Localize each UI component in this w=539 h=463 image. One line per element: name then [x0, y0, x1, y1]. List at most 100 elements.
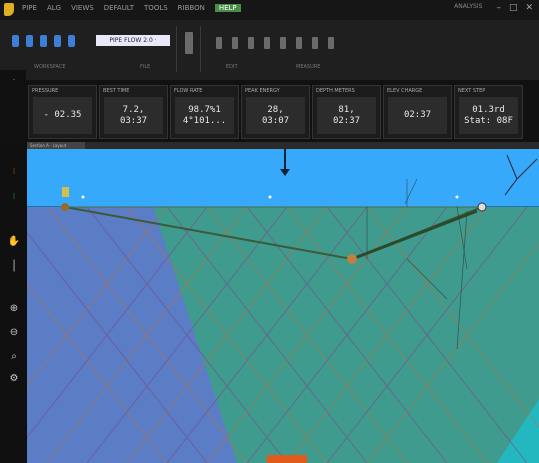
- project-name-field[interactable]: PIPE FLOW 2.0 ·: [96, 35, 170, 46]
- print-icon[interactable]: [68, 35, 75, 47]
- group-label-edit: EDIT: [226, 64, 238, 70]
- scroll-thumb[interactable]: [267, 455, 307, 463]
- menu-item-ribbon[interactable]: RIBBON: [177, 4, 205, 12]
- pipe-network[interactable]: [64, 206, 483, 261]
- design-canvas[interactable]: Section A · Layout: [27, 142, 539, 463]
- zoom-out-icon[interactable]: ⊖: [9, 326, 19, 338]
- readout-value: 28,: [267, 104, 284, 115]
- source-node[interactable]: [61, 203, 69, 211]
- grid-line: [326, 207, 528, 463]
- readout-panel: NEXT STEP 01.3rd Stat: 08F: [454, 85, 523, 139]
- title-bar: PIPE ALG VIEWS DEFAULT TOOLS RIBBON HELP…: [0, 0, 539, 20]
- export-icon[interactable]: [54, 35, 61, 47]
- ruler-icon[interactable]: [328, 37, 334, 49]
- group-label-measure: MEASURE: [296, 64, 321, 70]
- readout-value: Stat: 08F: [464, 115, 513, 126]
- readout-value-box: 98.7%1 4°101...: [175, 97, 234, 134]
- structure-lines: [366, 178, 468, 350]
- search-icon[interactable]: ⌕: [11, 350, 17, 362]
- junction-node[interactable]: [347, 254, 357, 264]
- menu-item-tools[interactable]: TOOLS: [144, 4, 168, 12]
- open-icon[interactable]: [26, 35, 33, 47]
- readout-header: FLOW RATE: [174, 88, 203, 94]
- minimize-button[interactable]: –: [496, 3, 501, 13]
- canvas-tab-strip: Section A · Layout: [27, 142, 539, 149]
- readout-value-box: 01.3rd Stat: 08F: [459, 97, 518, 134]
- ribbon: PIPE FLOW 2.0 · WORKSPACE FILE EDIT MEAS…: [0, 20, 539, 81]
- readout-panel: FLOW RATE 98.7%1 4°101...: [170, 85, 239, 139]
- close-button[interactable]: ✕: [525, 3, 533, 13]
- readout-value: 02:37: [332, 115, 361, 126]
- app-logo-icon[interactable]: [4, 3, 14, 16]
- grid-purple: [27, 207, 528, 463]
- zoom-in-icon[interactable]: ⊕: [9, 302, 19, 314]
- grid-line: [86, 207, 288, 463]
- readout-header: NEXT STEP: [458, 88, 486, 94]
- menu-item-views[interactable]: VIEWS: [71, 4, 94, 12]
- wind-turbine: [504, 154, 538, 196]
- node-dots-icon[interactable]: ⁝: [12, 166, 16, 176]
- pencil-icon[interactable]: [248, 37, 254, 49]
- readout-value: 01.3rd: [472, 104, 505, 115]
- brush-icon[interactable]: [280, 37, 286, 49]
- readout-value: 02:37: [403, 110, 432, 120]
- grid-line: [126, 207, 328, 463]
- canvas-tab[interactable]: Section A · Layout: [27, 142, 85, 149]
- left-zone: [27, 207, 237, 463]
- save-icon[interactable]: [12, 35, 19, 47]
- turbine-blade: [516, 158, 538, 180]
- readout-header: ELEV CHARGE: [387, 88, 423, 94]
- readout-value: 03:37: [119, 115, 148, 126]
- readout-value: 98.7%1: [188, 104, 221, 115]
- cursor-icon[interactable]: [216, 37, 222, 49]
- bucket-icon[interactable]: [264, 37, 270, 49]
- label-dot: [455, 195, 459, 199]
- eraser-icon[interactable]: [296, 37, 302, 49]
- label-dot: [81, 195, 85, 199]
- grid-line: [27, 207, 168, 388]
- sink-node[interactable]: [477, 202, 487, 212]
- structure-line: [456, 206, 468, 270]
- hand-icon[interactable]: ✋: [7, 235, 21, 247]
- sky-region: [27, 149, 539, 207]
- readout-value: 7.2,: [122, 104, 145, 115]
- readout-value-box: 81, 02:37: [317, 97, 376, 134]
- pipe-segment[interactable]: [351, 209, 478, 261]
- new-icon[interactable]: [40, 35, 47, 47]
- right-zone: [497, 399, 539, 463]
- line-icon[interactable]: [232, 37, 238, 49]
- ribbon-tool-dropdown[interactable]: [185, 32, 193, 54]
- readout-panel: ELEV CHARGE 02:37: [383, 85, 452, 139]
- label-dot: [268, 195, 272, 199]
- grid-line: [246, 207, 448, 463]
- settings-icon[interactable]: ⚙: [9, 372, 19, 384]
- readout-value: 81,: [338, 104, 355, 115]
- readout-panel: PEAK ENERGY 28, 03:07: [241, 85, 310, 139]
- group-label-workspace: WORKSPACE: [34, 64, 66, 70]
- canvas-svg[interactable]: [27, 149, 539, 463]
- node-dots-icon[interactable]: ⁝: [12, 191, 16, 201]
- readout-header: PRESSURE: [32, 88, 59, 94]
- ruler-icon[interactable]: │: [10, 260, 18, 272]
- menu-item-help[interactable]: HELP: [214, 4, 241, 12]
- grid-line: [27, 207, 208, 439]
- ribbon-divider: [200, 26, 201, 72]
- menu-item-default[interactable]: DEFAULT: [103, 4, 135, 12]
- mode-label: ANALYSIS: [454, 3, 483, 10]
- pipe-segment[interactable]: [64, 206, 353, 260]
- readout-header: BEST TIME: [103, 88, 130, 94]
- readout-value-box: 28, 03:07: [246, 97, 305, 134]
- readout-value: - 02.35: [43, 110, 82, 120]
- maximize-button[interactable]: □: [508, 3, 518, 13]
- readout-value-box: 7.2, 03:37: [104, 97, 163, 134]
- readout-panel: PRESSURE - 02.35: [28, 85, 97, 139]
- grid-line: [366, 242, 539, 463]
- readout-bar: PRESSURE - 02.35 BEST TIME 7.2, 03:37 FL…: [0, 80, 539, 142]
- menu-item-pipe[interactable]: PIPE: [22, 4, 37, 12]
- source-structure[interactable]: [62, 187, 69, 197]
- menu-item-alg[interactable]: ALG: [46, 4, 62, 12]
- pin-icon[interactable]: [312, 37, 318, 49]
- marker-pin-head[interactable]: [280, 169, 290, 176]
- grid-line: [286, 207, 488, 463]
- readout-value: 03:07: [261, 115, 290, 126]
